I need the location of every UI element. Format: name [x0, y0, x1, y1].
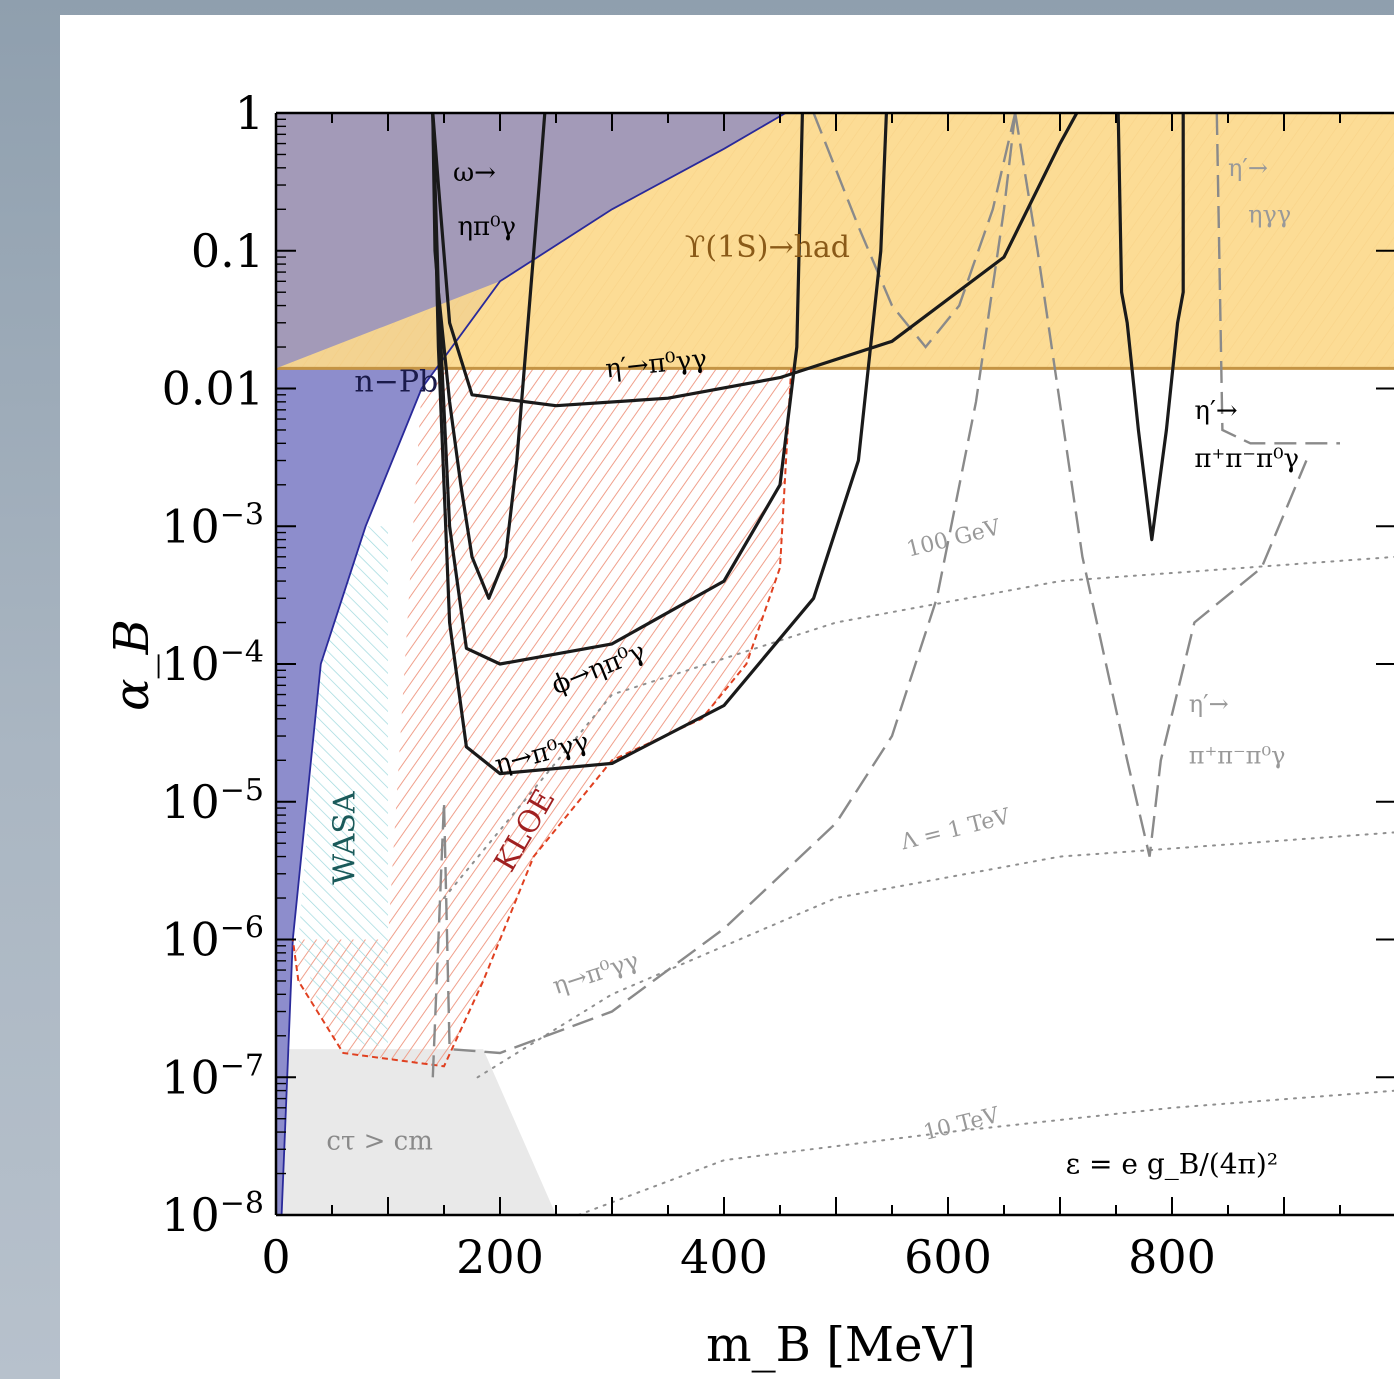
region-n-pb	[276, 113, 786, 1215]
y-tick-label: 1	[235, 86, 264, 140]
y-axis-label: α_B	[104, 619, 160, 711]
bound-curves	[431, 113, 1394, 1215]
annotation-upsilon: ϒ(1S)→had	[685, 230, 850, 265]
region-n-pb-overlap	[276, 113, 786, 369]
dotted-contour-2	[443, 555, 1394, 899]
y-tick-label: 10−3	[161, 497, 264, 553]
annotation-etaprime-ngg-bottom: ηγγ	[1248, 201, 1291, 229]
y-tick-label: 10−4	[161, 635, 264, 691]
y-tick-label-base: 10	[161, 913, 220, 967]
x-tick-label: 800	[1128, 1230, 1216, 1284]
solid-bound-1	[431, 113, 1079, 408]
y-tick-label-base: 10	[161, 1188, 220, 1242]
annotation-1tev: Λ = 1 TeV	[898, 804, 1014, 856]
dashed-bound-0	[431, 113, 1017, 1078]
y-tick-label: 10−8	[161, 1186, 264, 1242]
region-wasa	[298, 526, 388, 1046]
dashed-bound-3	[1215, 113, 1340, 445]
x-tick-label: 200	[456, 1230, 544, 1284]
x-tick-label: 0	[261, 1230, 290, 1284]
annotation-10tev: 10 TeV	[921, 1103, 1003, 1146]
y-tick-label-base: 1	[235, 86, 264, 140]
y-tick-label-base: 10	[161, 637, 220, 691]
y-tick-label-exponent: −7	[220, 1048, 264, 1083]
annotation-n-Pb: n−Pb	[354, 365, 438, 400]
shaded-regions	[276, 113, 1394, 1215]
y-tick-label-exponent: −8	[220, 1186, 264, 1221]
annotation-ctau: cτ > cm	[326, 1126, 432, 1156]
n-pb-boundary	[280, 113, 787, 1215]
annotation-wasa: WASA	[327, 791, 362, 885]
y-tick-label-exponent: −5	[220, 773, 264, 808]
kloe-outline	[291, 368, 793, 1068]
axis-ticks: 0 200 400 600 80010.10.0110−310−410−510−610−…	[161, 86, 1394, 1284]
annotation-etaprime-ngg-top: η′→	[1228, 154, 1268, 182]
dashed-bound-2	[812, 113, 1017, 349]
annotation-omega-top: ω→	[453, 158, 496, 188]
annotation-etaprime-3pi-gray-top: η′→	[1189, 690, 1229, 718]
y-tick-label-exponent: −6	[220, 911, 264, 946]
solid-bound-3	[431, 113, 888, 776]
region-kloe	[292, 368, 792, 1067]
annotation-etaprime-3pi-bottom: π⁺π⁻π⁰γ	[1194, 444, 1299, 474]
y-tick-label: 0.1	[191, 224, 264, 278]
y-tick-label-exponent: −4	[220, 635, 264, 670]
annotation-etaprime-3pi-top: η′→	[1194, 396, 1237, 426]
x-axis-label: m_B [MeV]	[706, 1317, 976, 1373]
solid-bound-4	[1116, 113, 1185, 542]
y-tick-label: 10−6	[161, 911, 264, 967]
y-tick-label-exponent: −3	[220, 497, 264, 532]
chart: 0 200 400 600 80010.10.0110−310−410−510−610−…	[104, 86, 1394, 1373]
x-tick-label: 400	[680, 1230, 768, 1284]
y-tick-label-base: 0.01	[162, 362, 264, 416]
region-ctau	[276, 1049, 556, 1215]
annotation-eta-pi0gg-gray: η→π⁰γγ	[549, 946, 642, 1000]
y-tick-label-base: 0.1	[191, 224, 264, 278]
dashed-bound-1	[1014, 113, 1308, 857]
x-tick-label: 600	[904, 1230, 992, 1284]
figure-panel: 0 200 400 600 800 1 0.1 0.01 10−3 10−4 10−5 10−6 10−…	[60, 15, 1394, 1379]
solid-bound-2	[431, 113, 804, 666]
annotation-etaprime-3pi-gray-bottom: π⁺π⁻π⁰γ	[1189, 741, 1286, 769]
y-tick-label: 10−7	[161, 1048, 264, 1104]
y-tick-label: 0.01	[162, 362, 264, 416]
y-tick-label-base: 10	[161, 775, 220, 829]
y-tick-label-base: 10	[161, 499, 220, 553]
annotation-epsilon: ε = e g_B/(4π)²	[1066, 1148, 1278, 1181]
y-tick-label: 10−5	[161, 773, 264, 829]
annotation-100gev: 100 GeV	[904, 515, 1004, 563]
y-tick-label-base: 10	[161, 1050, 220, 1104]
annotation-omega-bottom: ηπ⁰γ	[457, 212, 516, 242]
